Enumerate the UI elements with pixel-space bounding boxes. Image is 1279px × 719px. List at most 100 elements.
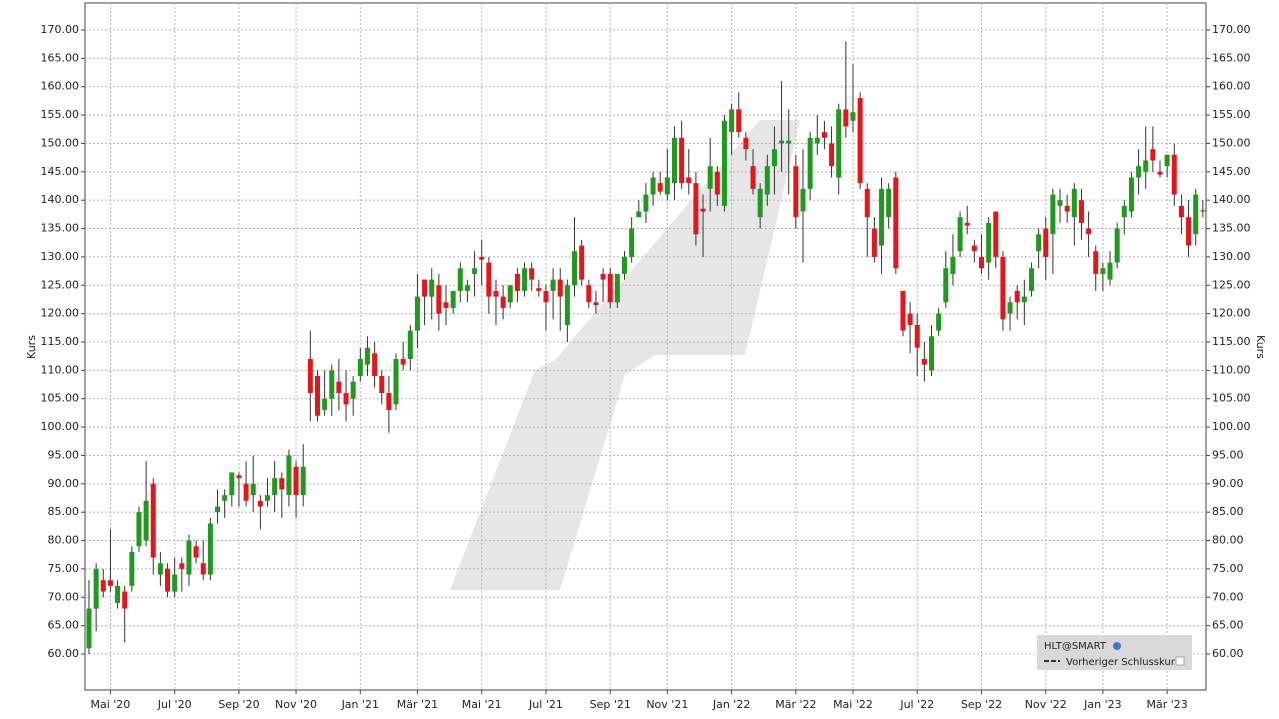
candle-body: [1200, 210, 1206, 212]
candle-body: [1014, 290, 1020, 303]
y-tick-label: 60.00: [48, 647, 80, 660]
x-tick-label: Mär '21: [397, 698, 438, 711]
candle-body: [664, 177, 670, 195]
y-tick-label: 145.00: [41, 165, 80, 178]
candle-body: [1178, 205, 1184, 218]
candle-body: [1057, 200, 1063, 206]
candle-body: [336, 381, 342, 394]
y-tick-label-right: 170.00: [1212, 23, 1251, 36]
y-tick-label-right: 85.00: [1212, 505, 1244, 518]
candle-body: [179, 563, 185, 569]
candle-body: [714, 171, 720, 195]
candle-body: [1121, 205, 1127, 218]
candle-body: [636, 211, 642, 218]
candle-body: [764, 166, 770, 195]
x-tick-label: Mai '20: [91, 698, 131, 711]
candle-body: [1136, 166, 1142, 178]
candle-body: [1078, 200, 1084, 223]
candle-body: [236, 475, 242, 479]
candle-body: [136, 512, 142, 547]
candle-body: [393, 359, 399, 405]
x-tick-label: Sep '22: [961, 698, 1002, 711]
x-tick-label: Nov '21: [646, 698, 688, 711]
candle-body: [86, 608, 92, 649]
candle-body: [721, 120, 727, 206]
candle-body: [472, 268, 478, 274]
candle-body: [314, 376, 320, 416]
candle-body: [679, 137, 685, 184]
candle-body: [736, 109, 742, 133]
candle-body: [857, 98, 863, 184]
candle-body: [329, 370, 335, 399]
candle-body: [372, 353, 378, 377]
x-tick-label: Sep '21: [590, 698, 631, 711]
candle-body: [614, 273, 620, 303]
candle-body: [1171, 154, 1177, 195]
legend-checkbox: [1175, 656, 1185, 666]
y-tick-label-right: 145.00: [1212, 165, 1251, 178]
candle-body: [200, 563, 206, 575]
candle-body: [757, 188, 763, 218]
candle-body: [1193, 194, 1199, 235]
candle-body: [522, 268, 528, 291]
candle-body: [129, 551, 135, 586]
candle-body: [272, 478, 278, 496]
candle-body: [407, 330, 413, 360]
x-tick-label: Jan '23: [1083, 698, 1121, 711]
candle-body: [650, 177, 656, 195]
candle-body: [250, 483, 256, 496]
candle-body: [93, 568, 99, 609]
candle-body: [700, 208, 706, 212]
candle-body: [1036, 234, 1042, 252]
candle-body: [821, 132, 827, 138]
candle-body: [443, 302, 449, 308]
candle-body: [793, 166, 799, 218]
candle-body: [886, 188, 892, 218]
legend-entry: HLT@SMART: [1044, 641, 1107, 652]
candle-body: [1128, 177, 1134, 212]
candle-body: [600, 273, 606, 280]
y-tick-label-right: 125.00: [1212, 278, 1251, 291]
candle-body: [500, 296, 506, 308]
y-tick-label: 115.00: [41, 335, 80, 348]
candle-body: [1107, 262, 1113, 280]
candle-body: [729, 109, 735, 133]
candle-body: [607, 273, 613, 303]
candle-body: [279, 478, 285, 490]
candle-body: [486, 262, 492, 297]
legend-box: [1037, 635, 1192, 670]
y-tick-label-right: 115.00: [1212, 335, 1251, 348]
legend: HLT@SMART Vorheriger Schlusskurs: [1037, 635, 1192, 670]
candle-body: [550, 279, 556, 291]
y-tick-label-right: 75.00: [1212, 562, 1244, 575]
y-tick-label-right: 165.00: [1212, 51, 1251, 64]
candle-body: [964, 222, 970, 226]
candle-body: [215, 506, 221, 513]
candle-body: [222, 495, 228, 501]
candle-body: [229, 472, 235, 496]
candle-body: [350, 381, 356, 399]
candle-body: [107, 580, 113, 586]
y-tick-label: 120.00: [41, 307, 80, 320]
candle-body: [450, 290, 456, 308]
watermark: [450, 120, 800, 590]
x-tick-label: Jan '22: [712, 698, 750, 711]
candle-body: [1071, 188, 1077, 218]
x-tick-label: Mai '21: [462, 698, 502, 711]
candle-body: [643, 194, 649, 212]
x-tick-label: Mär '22: [775, 698, 816, 711]
candle-body: [779, 140, 785, 144]
y-tick-label: 150.00: [41, 136, 80, 149]
candle-body: [807, 137, 813, 189]
y-axis-label: Kurs: [25, 335, 38, 359]
candle-body: [936, 313, 942, 331]
candle-body: [157, 563, 163, 575]
y-tick-label-right: 155.00: [1212, 108, 1251, 121]
candle-body: [829, 143, 835, 167]
x-tick-label: Mär '23: [1146, 698, 1187, 711]
candle-body: [286, 455, 292, 496]
candle-body: [343, 393, 349, 405]
candle-body: [536, 288, 542, 291]
candle-body: [115, 585, 121, 603]
